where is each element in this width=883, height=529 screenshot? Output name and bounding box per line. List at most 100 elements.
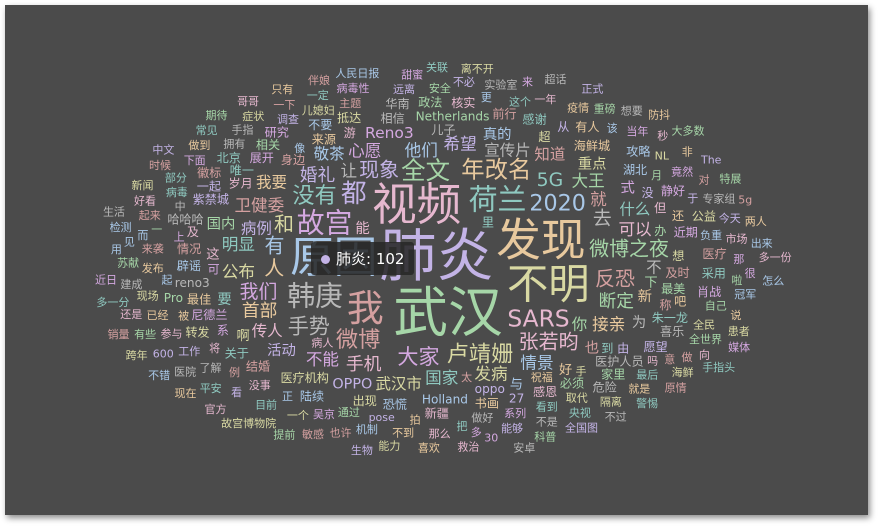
- word[interactable]: SARS: [507, 305, 569, 333]
- word[interactable]: 超话: [544, 72, 566, 86]
- word[interactable]: 隔离: [600, 394, 622, 408]
- word[interactable]: 病毒: [166, 185, 188, 199]
- word[interactable]: 主题: [339, 97, 361, 110]
- word[interactable]: 身边: [281, 152, 305, 167]
- word[interactable]: 来袭: [142, 241, 164, 255]
- word[interactable]: 愿望: [643, 339, 667, 354]
- word[interactable]: 竟然: [671, 165, 693, 179]
- word[interactable]: oppo: [475, 382, 505, 396]
- word[interactable]: 称: [659, 298, 671, 312]
- word[interactable]: 那: [733, 253, 744, 266]
- word[interactable]: 好: [559, 362, 572, 378]
- word[interactable]: 微博: [336, 327, 380, 353]
- word[interactable]: 向: [699, 347, 710, 361]
- word[interactable]: 从: [557, 120, 569, 134]
- word[interactable]: 国家: [425, 369, 459, 388]
- word[interactable]: 冠军: [734, 288, 756, 301]
- word[interactable]: 想要: [621, 104, 643, 118]
- word[interactable]: 婚礼: [300, 165, 335, 186]
- word[interactable]: 自己: [705, 299, 727, 312]
- word[interactable]: 那么: [429, 427, 451, 440]
- word[interactable]: 更: [481, 91, 492, 104]
- word[interactable]: 情景: [520, 353, 553, 372]
- word[interactable]: 海鲜城: [574, 138, 610, 153]
- word[interactable]: 到: [601, 342, 613, 356]
- word[interactable]: 2020: [529, 190, 586, 216]
- word[interactable]: 什么: [619, 200, 650, 218]
- word[interactable]: 有些: [134, 327, 156, 341]
- word[interactable]: 可: [208, 263, 220, 277]
- word[interactable]: 提前: [273, 427, 295, 441]
- word[interactable]: 华南: [385, 96, 409, 111]
- word[interactable]: 手: [575, 364, 586, 378]
- word[interactable]: 最佳: [187, 292, 211, 306]
- word[interactable]: 吧: [674, 295, 686, 309]
- word[interactable]: 能够: [501, 421, 523, 435]
- word[interactable]: 把: [457, 419, 468, 433]
- word[interactable]: 卫健委: [234, 196, 284, 215]
- word[interactable]: 下: [644, 276, 657, 291]
- word[interactable]: 式: [621, 179, 635, 196]
- word[interactable]: 一定: [307, 88, 329, 102]
- word[interactable]: 恐慌: [383, 398, 407, 412]
- word[interactable]: 就是: [628, 381, 650, 395]
- word[interactable]: 相关: [256, 138, 280, 152]
- word[interactable]: 一起: [197, 179, 221, 193]
- word[interactable]: 27: [509, 392, 524, 406]
- word[interactable]: 通过: [338, 406, 360, 419]
- word[interactable]: 也: [585, 339, 599, 356]
- word[interactable]: 研究: [265, 124, 289, 139]
- word[interactable]: 病毒性: [336, 81, 369, 95]
- word[interactable]: 生物: [351, 443, 373, 457]
- word[interactable]: 远离: [393, 82, 415, 96]
- word[interactable]: 多一分: [96, 295, 129, 309]
- word[interactable]: 调查: [277, 112, 299, 126]
- word[interactable]: 荷兰: [469, 183, 527, 217]
- word[interactable]: 我们: [240, 281, 278, 303]
- word[interactable]: 安卓: [513, 440, 535, 454]
- word[interactable]: 做好: [471, 410, 493, 424]
- word[interactable]: 原情: [665, 381, 687, 394]
- word[interactable]: 敏感: [302, 427, 324, 441]
- word[interactable]: 由: [617, 342, 629, 356]
- word[interactable]: 月: [651, 169, 662, 182]
- word[interactable]: 太: [461, 371, 472, 384]
- word[interactable]: 明显: [222, 235, 255, 254]
- word[interactable]: 反恐: [595, 266, 635, 290]
- word[interactable]: 央视: [569, 405, 591, 419]
- word[interactable]: 医疗: [702, 247, 726, 261]
- word[interactable]: 很: [745, 266, 756, 280]
- word[interactable]: 不明: [507, 261, 590, 309]
- word[interactable]: 用: [111, 243, 122, 256]
- word[interactable]: 转发: [185, 325, 209, 340]
- word[interactable]: 没事: [249, 379, 271, 392]
- word[interactable]: 5G: [537, 170, 564, 191]
- word[interactable]: 断定: [599, 291, 634, 312]
- word[interactable]: 科普: [534, 429, 556, 443]
- word[interactable]: 一个: [287, 409, 309, 422]
- word[interactable]: 故宫: [297, 207, 353, 240]
- word[interactable]: 北京: [217, 151, 241, 165]
- word[interactable]: 官方: [205, 402, 227, 416]
- word[interactable]: 我要: [256, 174, 287, 192]
- word[interactable]: 宣传片: [484, 142, 530, 160]
- word[interactable]: 看: [231, 385, 242, 399]
- word[interactable]: 知道: [534, 146, 565, 164]
- word[interactable]: 一: [151, 223, 162, 236]
- word[interactable]: 拥有: [223, 137, 245, 151]
- word[interactable]: 你: [572, 316, 587, 334]
- word[interactable]: 但: [654, 201, 666, 215]
- word[interactable]: 防抖: [648, 107, 670, 121]
- word[interactable]: 必须: [560, 377, 584, 391]
- word[interactable]: 啊: [236, 328, 249, 344]
- word[interactable]: 攻略: [626, 143, 650, 158]
- word[interactable]: 手势: [288, 313, 330, 338]
- word[interactable]: 症状: [242, 109, 264, 123]
- word[interactable]: 救治: [457, 439, 479, 453]
- word[interactable]: 安全: [429, 81, 451, 95]
- word[interactable]: 湖北: [623, 162, 647, 177]
- word[interactable]: 只有: [271, 82, 293, 96]
- word[interactable]: 首部: [242, 301, 277, 322]
- word[interactable]: 心愿: [348, 142, 381, 161]
- word[interactable]: 岁月: [228, 175, 252, 190]
